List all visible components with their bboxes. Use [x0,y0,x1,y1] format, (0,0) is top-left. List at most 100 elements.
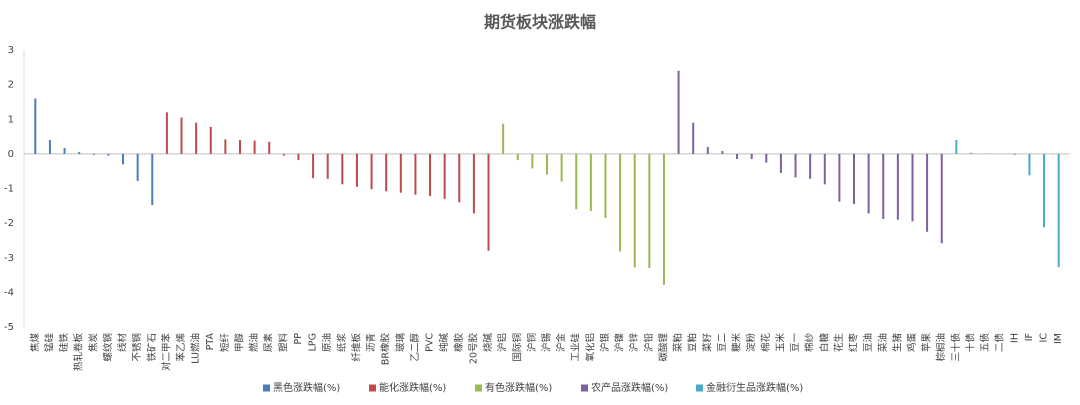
bar [253,140,256,154]
x-tick-label: BR橡胶 [380,333,392,366]
bar [224,139,227,154]
x-tick-label: IF [1024,333,1035,341]
bar [531,153,534,169]
x-tick-label: IH [1009,333,1020,343]
bar [969,152,972,154]
y-tick-label: -5 [4,322,14,333]
bar [326,153,329,179]
bar [136,153,139,181]
bar [487,153,490,251]
x-tick-label: 五债 [979,333,991,353]
bar [692,122,695,154]
bar [736,153,739,160]
x-tick-label: 淀粉 [745,333,757,353]
y-tick-label: -4 [4,287,14,298]
legend-label: 能化涨跌幅(%) [379,381,446,394]
bar [165,112,168,154]
bar [429,153,432,197]
x-tick-label: 燃油 [248,333,260,352]
x-tick-label: 塑料 [277,333,289,353]
bar [370,153,373,190]
bar [282,153,285,156]
x-tick-label: 生猪 [891,333,903,353]
x-tick-label: 国际铜 [511,333,523,362]
bar [180,117,183,154]
bar [341,153,344,185]
bar [604,153,607,218]
x-tick-label: 沥青 [365,333,377,352]
y-tick-label: -3 [4,253,14,264]
bar [1013,153,1016,155]
x-tick-label: 沪铅 [643,333,655,353]
bar [662,153,665,285]
x-tick-label: 豆二 [717,333,728,352]
x-tick-label: 碳酸锂 [657,333,669,362]
x-tick-label: 沪银 [599,333,611,353]
x-tick-label: 棕榈油 [935,333,947,362]
bar [560,153,563,182]
x-tick-label: 沪铝 [497,333,509,352]
x-tick-label: 线材 [117,333,129,353]
bar [63,147,66,154]
bar [779,153,782,173]
x-tick-label: 菜籽 [701,333,713,353]
x-tick-label: 鸡蛋 [906,333,918,353]
x-tick-label: PTA [205,333,216,351]
bar [122,153,125,165]
legend-swatch [475,384,482,392]
bar [765,153,768,163]
x-tick-label: 沪镍 [614,333,626,353]
bar [1028,153,1031,176]
bar [297,153,300,161]
bar [195,122,198,154]
x-tick-label: 花生 [833,333,845,353]
x-tick-label: 螺纹钢 [102,333,114,362]
x-tick-label: 玻璃 [394,333,406,352]
x-tick-label: 焦煤 [29,333,41,353]
bar [706,146,709,154]
bar [896,153,899,220]
bar [458,153,461,203]
y-tick-label: 1 [8,114,14,125]
x-tick-label: 棉花 [760,333,772,353]
bar [1057,153,1060,268]
x-tick-label: 不锈钢 [131,333,143,362]
x-tick-label: 热轧卷板 [73,333,85,372]
bar [1043,153,1046,228]
x-tick-label: 苹果 [921,333,933,353]
x-tick-label: 纤维板 [350,333,362,362]
bar [48,140,51,154]
bar [677,70,680,154]
x-tick-label: 氧化铝 [584,333,596,362]
bar [34,98,37,154]
bar [414,153,417,195]
x-tick-label: 菜粕 [672,333,684,352]
bar [268,141,271,154]
x-tick-label: 豆一 [790,333,801,353]
x-tick-label: 沪金 [555,333,567,353]
x-tick-label: IM [1053,333,1064,344]
bar [355,153,358,187]
x-tick-label: 铁矿石 [146,333,158,362]
legend-swatch [263,384,270,392]
bar [151,153,154,206]
legend-label: 黑色涨跌幅(%) [273,381,340,394]
legend-swatch [369,384,376,392]
x-tick-label: LPG [308,333,319,351]
x-tick-label: 尿素 [263,333,275,353]
x-tick-label: 对二甲苯 [160,333,172,372]
bar [443,153,446,199]
bar [882,153,885,219]
x-tick-label: LU燃油 [190,333,202,364]
bar [648,153,651,269]
bar [575,153,578,210]
x-tick-label: 二债 [994,333,1006,353]
chart-title: 期货板块涨跌幅 [484,13,596,32]
x-tick-label: 沪铜 [526,333,538,352]
bar [589,153,592,212]
x-tick-label: IC [1039,333,1050,343]
legend-label: 有色涨跌幅(%) [485,381,552,394]
x-tick-label: 棉纱 [804,333,816,353]
x-tick-label: 红枣 [848,333,860,353]
x-tick-label: 十债 [964,333,976,353]
